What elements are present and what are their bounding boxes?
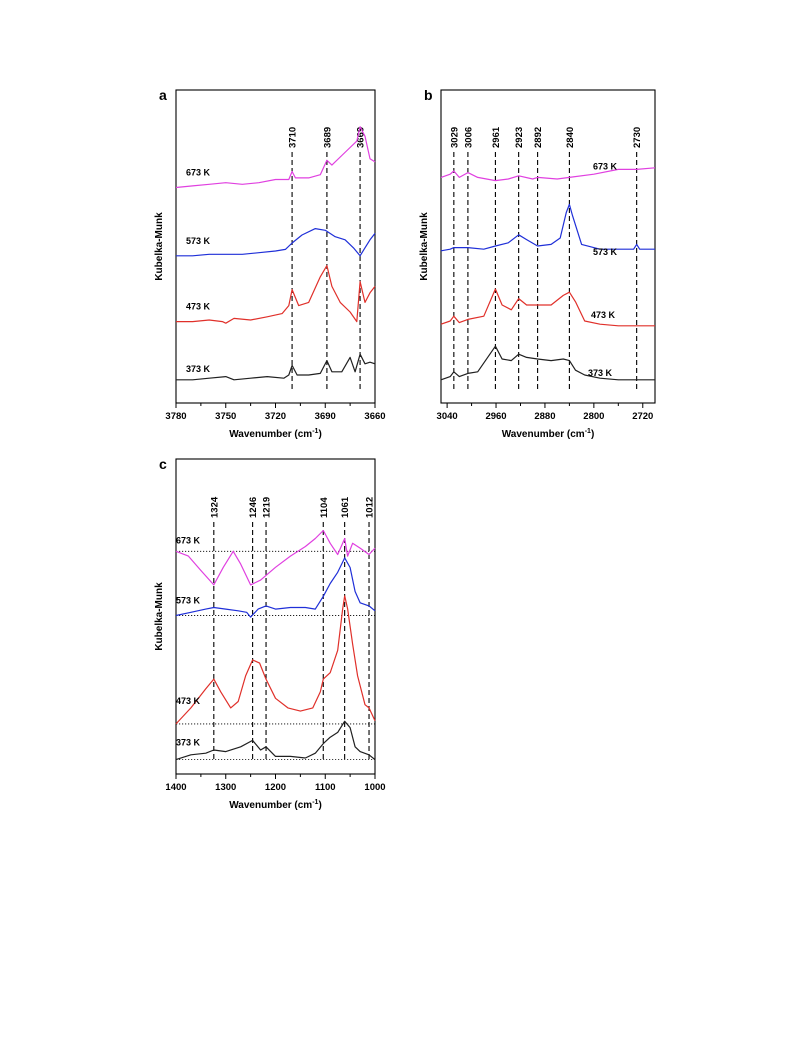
panel-b: b 3040 2960 2880 2800 2720 Wavenumber (cm-1) Ku…: [419, 87, 656, 440]
peak-label: 2923: [514, 127, 525, 148]
peak-label: 1061: [340, 496, 351, 518]
plot-frame: [440, 89, 656, 404]
x-tick-label: 1300: [215, 782, 236, 793]
series-label: 673 K: [186, 168, 211, 178]
x-tick-label: 3690: [315, 411, 336, 422]
panel-letter: c: [159, 456, 167, 472]
spectrum-line: [440, 345, 655, 381]
spectrum-line: [175, 557, 376, 618]
spectrum-line: [440, 203, 655, 252]
panel-c: c 1400 1300 1200 1100 1000 Wavenumber (cm-1) Ku…: [154, 456, 386, 811]
x-axis-label: Wavenumber (cm-1): [229, 799, 322, 811]
peak-label: 1324: [209, 496, 220, 518]
x-axis-label: Wavenumber (cm-1): [502, 428, 595, 440]
x-tick-label: 2960: [485, 411, 506, 422]
peak-label: 1219: [262, 497, 273, 518]
peak-label: 1104: [319, 497, 330, 518]
x-tick-label: 1200: [265, 782, 286, 793]
series-label: 673 K: [593, 161, 618, 171]
spectrum-line: [176, 353, 376, 381]
spectrum-line: [440, 167, 656, 182]
x-tick-label: 3720: [265, 411, 286, 422]
series-label: 573 K: [186, 236, 211, 246]
peak-label: 1246: [248, 497, 259, 518]
panel-letter: b: [424, 87, 433, 103]
peak-label: 3689: [322, 127, 333, 148]
series-label: 373 K: [186, 364, 211, 374]
peak-label: 1012: [365, 497, 376, 518]
x-tick-label: 1000: [364, 782, 385, 793]
plot-frame: [175, 89, 376, 404]
series-label: 373 K: [588, 368, 613, 378]
peak-label: 2961: [491, 126, 502, 148]
y-axis-label: Kubelka-Munk: [154, 212, 165, 281]
x-tick-label: 2880: [534, 411, 555, 422]
panel-letter: a: [159, 87, 167, 103]
x-tick-label: 2720: [632, 411, 653, 422]
series-label: 473 K: [591, 310, 616, 320]
peak-label: 2840: [565, 127, 576, 148]
spectrum-line: [440, 288, 655, 327]
x-tick-label: 1400: [165, 782, 186, 793]
peak-label: 2730: [632, 127, 643, 148]
peak-label: 2892: [533, 127, 544, 148]
series-label: 573 K: [176, 596, 201, 606]
series-label: 573 K: [593, 247, 618, 257]
peak-label: 3006: [463, 127, 474, 148]
x-axis-label: Wavenumber (cm-1): [229, 428, 322, 440]
x-tick-label: 3660: [364, 411, 385, 422]
panel-a: a 3780 3750 3720 3690 3660 Wavenumber (cm-1) Ku…: [154, 87, 386, 440]
peak-label: 3029: [449, 127, 460, 148]
spectrum-line: [175, 720, 376, 761]
spectrum-line: [176, 228, 376, 257]
series-label: 673 K: [176, 535, 201, 545]
y-axis-label: Kubelka-Munk: [419, 212, 430, 281]
x-tick-label: 2800: [583, 411, 604, 422]
series-label: 373 K: [176, 738, 201, 748]
spectrum-line: [175, 529, 376, 586]
x-tick-label: 1100: [315, 782, 336, 793]
spectrum-line: [175, 595, 376, 725]
series-label: 473 K: [176, 696, 201, 706]
peak-label: 3669: [356, 127, 367, 148]
x-tick-label: 3780: [165, 411, 186, 422]
spectrum-line: [176, 265, 376, 324]
x-tick-label: 3750: [215, 411, 236, 422]
y-axis-label: Kubelka-Munk: [154, 582, 165, 651]
spectrum-line: [175, 126, 376, 189]
series-label: 473 K: [186, 302, 211, 312]
x-tick-label: 3040: [437, 411, 458, 422]
peak-label: 3710: [288, 127, 299, 148]
